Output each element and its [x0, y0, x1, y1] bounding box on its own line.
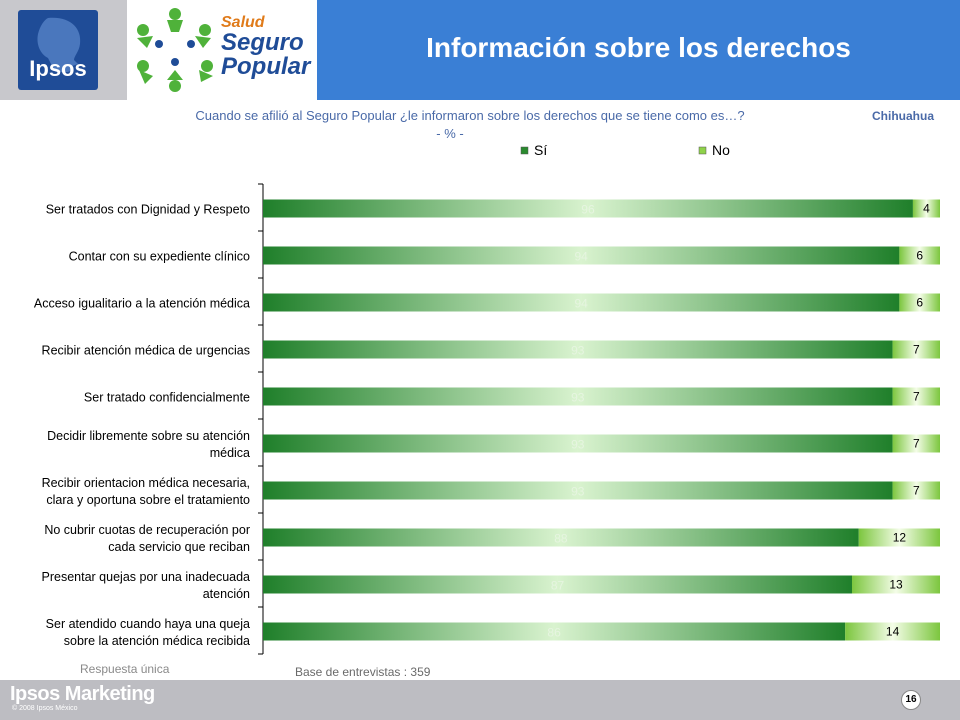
bar-no	[892, 481, 940, 500]
bar-no-label: 7	[913, 343, 920, 357]
bar-no-label: 6	[916, 296, 923, 310]
bar-row: 93 7	[263, 387, 940, 406]
bar-si	[263, 528, 859, 547]
category-label: atención	[203, 587, 250, 601]
region-label: Chihuahua	[872, 109, 934, 123]
bar-no	[892, 340, 940, 359]
category-label: Recibir orientacion médica necesaria,	[42, 476, 250, 490]
footer-copyright: © 2008 Ipsos México	[12, 705, 78, 712]
bar-no	[851, 575, 940, 594]
bar-row: 93 7	[263, 340, 940, 359]
bar-si	[263, 434, 893, 453]
bar-no-label: 13	[889, 578, 903, 592]
bar-si-label: 96	[581, 203, 595, 217]
category-label: Contar con su expediente clínico	[69, 250, 250, 264]
bar-no-label: 7	[913, 390, 920, 404]
chart-question: Cuando se afilió al Seguro Popular ¿le i…	[195, 108, 745, 123]
face-silhouette-icon	[37, 17, 81, 73]
bar-row: 93 7	[263, 434, 940, 453]
category-label: clara y oportuna sobre el tratamiento	[46, 493, 250, 507]
page-title: Información sobre los derechos	[426, 32, 851, 63]
category-label: Recibir atención médica de urgencias	[42, 344, 250, 358]
bar-si	[263, 575, 852, 594]
legend-swatch	[520, 146, 529, 155]
seguro-popular-logo: Salud Seguro Popular	[127, 0, 317, 100]
bar-no-label: 14	[886, 625, 900, 639]
bar-no	[899, 293, 940, 312]
ipsos-logo-text: Ipsos	[29, 56, 87, 81]
bar-si	[263, 622, 846, 641]
category-label: cada servicio que reciban	[108, 540, 250, 554]
bar-no	[899, 246, 940, 265]
bar-row: 94 6	[263, 293, 940, 312]
category-label: Decidir libremente sobre su atención	[47, 429, 250, 443]
stacked-bar-chart: Sí No 96 4 94 6 94 6 93 7 93 7 93 7 93 7 88 12 87 13 86 14 S…	[34, 142, 940, 655]
category-label: Presentar quejas por una inadecuada	[42, 570, 251, 584]
bar-si-label: 88	[554, 532, 568, 546]
bar-no	[892, 387, 940, 406]
legend-label: No	[712, 142, 730, 158]
bar-row: 94 6	[263, 246, 940, 265]
bar-si-label: 93	[571, 391, 585, 405]
bar-row: 86 14	[263, 622, 940, 641]
logo-seguro-text: Seguro	[221, 29, 304, 56]
bar-si-label: 93	[571, 485, 585, 499]
category-label: Ser atendido cuando haya una queja	[46, 617, 250, 631]
bar-row: 96 4	[263, 199, 940, 218]
category-labels: Ser tratados con Dignidad y Respeto Conta…	[34, 203, 250, 649]
bar-si	[263, 481, 893, 500]
logo-popular-text: Popular	[221, 53, 311, 80]
people-circle-icon	[137, 8, 213, 92]
bar-no	[858, 528, 940, 547]
header-left-panel: Ipsos	[0, 0, 127, 100]
bars-group: 96 4 94 6 94 6 93 7 93 7 93 7 93 7 88 12 87 13 86 14	[263, 199, 940, 641]
legend-item: No	[698, 142, 730, 158]
category-label: Ser tratados con Dignidad y Respeto	[46, 203, 250, 217]
bar-no-label: 4	[923, 202, 930, 216]
legend-label: Sí	[534, 142, 547, 158]
footer-bar	[0, 680, 960, 720]
category-label: médica	[210, 446, 250, 460]
bar-no	[892, 434, 940, 453]
bar-no-label: 7	[913, 437, 920, 451]
base-note: Base de entrevistas : 359	[295, 665, 431, 679]
legend-swatch	[698, 146, 707, 155]
bar-si	[263, 199, 913, 218]
bar-row: 87 13	[263, 575, 940, 594]
header-banner: Información sobre los derechos	[317, 0, 960, 100]
category-label: Acceso igualitario a la atención médica	[34, 297, 250, 311]
single-response-note: Respuesta única	[80, 662, 170, 676]
bar-no-label: 12	[893, 531, 907, 545]
legend-item: Sí	[520, 142, 547, 158]
logo-salud-text: Salud	[221, 14, 265, 31]
bar-no-label: 6	[916, 249, 923, 263]
bar-si	[263, 246, 900, 265]
category-label: No cubrir cuotas de recuperación por	[44, 523, 250, 537]
bar-row: 93 7	[263, 481, 940, 500]
page-number: 16	[901, 690, 921, 710]
category-axis	[258, 183, 264, 655]
chart-legend: Sí No	[520, 142, 730, 158]
ipsos-logo: Ipsos	[18, 10, 98, 90]
bar-si	[263, 387, 893, 406]
bar-si-label: 93	[571, 344, 585, 358]
bar-si-label: 86	[547, 626, 561, 640]
category-label: sobre la atención médica recibida	[64, 634, 250, 648]
bar-si-label: 93	[571, 438, 585, 452]
bar-no	[912, 199, 940, 218]
bar-row: 88 12	[263, 528, 940, 547]
bar-no-label: 7	[913, 484, 920, 498]
bar-si-label: 94	[575, 297, 589, 311]
bar-si	[263, 340, 893, 359]
footer-brand: Ipsos Marketing	[10, 683, 155, 705]
bar-si	[263, 293, 900, 312]
chart-unit: - % -	[436, 127, 464, 138]
category-label: Ser tratado confidencialmente	[84, 391, 250, 405]
bar-si-label: 87	[551, 579, 565, 593]
bar-no	[845, 622, 940, 641]
bar-si-label: 94	[575, 250, 589, 264]
